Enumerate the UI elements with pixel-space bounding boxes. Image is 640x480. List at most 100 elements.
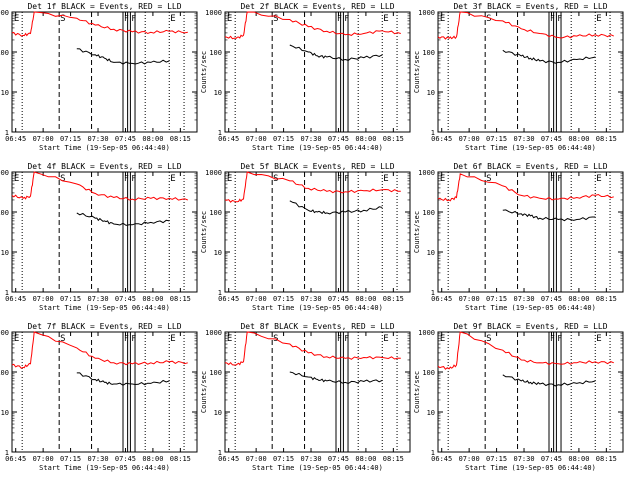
lld-rate-series (11, 171, 188, 201)
x-tick-label: 07:15 (273, 455, 294, 463)
event-marker-label: E (227, 334, 232, 344)
event-marker-label: S (486, 334, 491, 344)
panel-title: Det 7f BLACK = Events, RED = LLD (27, 322, 181, 331)
interval-marker-label: F (550, 334, 555, 343)
x-tick-label: 08:00 (568, 135, 589, 143)
event-marker-label: E (596, 174, 601, 184)
y-tick-label: 1 (218, 129, 222, 137)
x-tick-label: 06:45 (431, 455, 452, 463)
lld-rate-series (224, 171, 401, 203)
x-tick-label: 07:15 (273, 135, 294, 143)
plot-frame (11, 11, 198, 133)
y-tick-label: 1 (431, 129, 435, 137)
x-tick-label: 07:00 (459, 135, 480, 143)
event-marker-label: E (14, 14, 19, 24)
x-tick-label: 07:30 (300, 135, 321, 143)
x-tick-label: 06:45 (5, 455, 26, 463)
events-rate-series (289, 371, 383, 385)
x-tick-label: 07:15 (60, 135, 81, 143)
events-rate-series (502, 374, 596, 387)
y-tick-label: 1000 (0, 169, 9, 177)
x-tick-label: 07:15 (60, 295, 81, 303)
y-tick-label: 100 (422, 209, 435, 217)
x-tick-label: 07:15 (486, 135, 507, 143)
lld-rate-series (11, 11, 188, 37)
y-axis-label: Counts/sec (200, 211, 208, 253)
y-tick-label: 1000 (418, 169, 435, 177)
event-marker-label: S (273, 14, 278, 24)
x-tick-label: 07:00 (246, 455, 267, 463)
x-tick-label: 07:00 (33, 135, 54, 143)
interval-marker-label: F (124, 174, 129, 183)
x-tick-label: 08:15 (170, 295, 191, 303)
interval-marker-label: F (344, 14, 349, 23)
panel-title: Det 3f BLACK = Events, RED = LLD (453, 2, 607, 11)
x-tick-label: 07:30 (87, 455, 108, 463)
lld-rate-series (11, 331, 188, 369)
interval-marker-label: F (337, 14, 342, 23)
y-tick-label: 1000 (0, 329, 9, 337)
x-tick-label: 08:00 (355, 295, 376, 303)
event-marker-label: E (227, 14, 232, 24)
x-tick-label: 07:45 (541, 135, 562, 143)
detector-panel-6: Det 6f BLACK = Events, RED = LLD 1 10 100 10… (413, 162, 624, 312)
x-tick-label: 07:00 (246, 135, 267, 143)
panel-title: Det 6f BLACK = Events, RED = LLD (453, 162, 607, 171)
interval-marker-label: F (557, 174, 562, 183)
x-tick-label: 07:30 (300, 455, 321, 463)
x-tick-label: 07:30 (513, 295, 534, 303)
x-tick-label: 07:45 (328, 455, 349, 463)
x-tick-label: 07:30 (300, 295, 321, 303)
y-axis-label: Counts/sec (413, 371, 421, 413)
y-tick-label: 10 (214, 249, 222, 257)
y-tick-label: 10 (214, 409, 222, 417)
y-tick-label: 100 (0, 49, 9, 57)
x-tick-label: 08:00 (355, 135, 376, 143)
x-tick-label: 07:00 (33, 455, 54, 463)
y-tick-label: 100 (209, 209, 222, 217)
y-tick-label: 10 (214, 89, 222, 97)
interval-marker-label: F (550, 174, 555, 183)
x-tick-label: 08:00 (142, 135, 163, 143)
event-marker-label: E (596, 334, 601, 344)
events-rate-series (502, 49, 596, 64)
lld-rate-series (224, 331, 401, 366)
panel-title: Det 1f BLACK = Events, RED = LLD (27, 2, 181, 11)
event-marker-label: E (227, 174, 232, 184)
y-tick-label: 10 (427, 249, 435, 257)
detector-panel-5: Det 5f BLACK = Events, RED = LLD 1 10 100 10… (200, 162, 411, 312)
plot-frame (437, 171, 624, 293)
y-tick-label: 1 (5, 129, 9, 137)
interval-marker-label: F (337, 174, 342, 183)
y-tick-label: 1 (431, 449, 435, 457)
plot-frame (224, 171, 411, 293)
x-tick-label: 07:00 (459, 295, 480, 303)
x-tick-label: 08:15 (383, 295, 404, 303)
y-tick-label: 1 (5, 289, 9, 297)
x-tick-label: 07:45 (328, 295, 349, 303)
y-tick-label: 1 (218, 449, 222, 457)
x-axis-label: Start Time (19-Sep-05 06:44:40) (252, 304, 383, 312)
y-tick-label: 10 (427, 409, 435, 417)
lld-rate-series (437, 11, 615, 40)
x-axis-label: Start Time (19-Sep-05 06:44:40) (39, 144, 170, 152)
x-tick-label: 07:45 (115, 295, 136, 303)
events-rate-series (289, 200, 383, 215)
y-tick-label: 100 (422, 369, 435, 377)
panel-title: Det 5f BLACK = Events, RED = LLD (240, 162, 394, 171)
x-tick-label: 06:45 (5, 135, 26, 143)
event-marker-label: S (60, 14, 65, 24)
x-tick-label: 08:15 (383, 455, 404, 463)
plot-frame (437, 11, 624, 133)
lld-rate-series (224, 11, 401, 40)
y-tick-label: 1000 (205, 9, 222, 17)
event-marker-label: S (486, 174, 491, 184)
y-axis-label: Counts/sec (413, 51, 421, 93)
events-rate-series (76, 48, 170, 65)
x-tick-label: 08:15 (596, 455, 617, 463)
event-marker-label: E (440, 334, 445, 344)
detector-panel-3: Det 3f BLACK = Events, RED = LLD 1 10 100 10… (413, 2, 624, 152)
panel-title: Det 4f BLACK = Events, RED = LLD (27, 162, 181, 171)
interval-marker-label: F (131, 174, 136, 183)
interval-marker-label: F (124, 14, 129, 23)
